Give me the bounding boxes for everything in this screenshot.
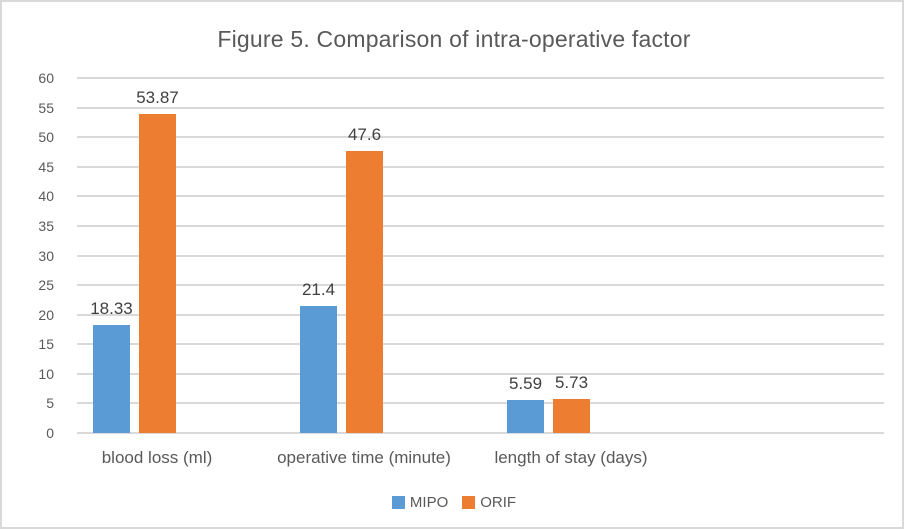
gridline — [77, 166, 884, 168]
gridline — [77, 343, 884, 345]
gridline — [77, 195, 884, 197]
chart-title: Figure 5. Comparison of intra-operative … — [217, 26, 691, 52]
gridline — [77, 136, 884, 138]
y-axis-tick-label: 45 — [38, 159, 54, 175]
legend-label-mipo: MIPO — [409, 494, 449, 511]
y-axis-tick-label: 30 — [38, 248, 54, 264]
data-label-mipo-3: 5.59 — [508, 374, 543, 393]
y-axis-tick-label: 35 — [38, 218, 54, 234]
gridline — [77, 314, 884, 316]
gridline — [77, 432, 884, 434]
legend-label-orif: ORIF — [480, 494, 517, 511]
mipo-swatch-icon — [391, 496, 405, 509]
bar-orif-2 — [346, 151, 383, 433]
category-label-1: blood loss (ml) — [101, 448, 213, 467]
legend: MIPO ORIF — [2, 494, 904, 511]
y-axis-tick-label: 60 — [38, 70, 54, 86]
data-label-mipo-1: 18.33 — [90, 299, 133, 318]
gridline — [77, 255, 884, 257]
data-label-mipo-2: 21.4 — [301, 280, 336, 299]
data-label-orif-2: 47.6 — [347, 125, 382, 144]
gridline — [77, 225, 884, 227]
legend-item-mipo: MIPO — [391, 494, 449, 511]
data-label-orif-1: 53.87 — [136, 88, 179, 107]
orif-swatch-icon — [462, 496, 476, 509]
legend-item-orif: ORIF — [462, 494, 516, 511]
y-axis-tick-label: 20 — [38, 307, 54, 323]
y-axis-tick-label: 25 — [38, 277, 54, 293]
y-axis-tick-label: 5 — [46, 395, 54, 411]
y-axis-tick-label: 15 — [38, 336, 54, 352]
gridline — [77, 77, 884, 79]
bar-mipo-2 — [300, 306, 337, 433]
data-label-orif-3: 5.73 — [554, 373, 589, 392]
gridline — [77, 373, 884, 375]
y-axis-tick-label: 10 — [38, 366, 54, 382]
y-axis-tick-label: 50 — [38, 129, 54, 145]
bar-orif-1 — [139, 114, 176, 433]
gridline — [77, 284, 884, 286]
bar-orif-3 — [553, 399, 590, 433]
gridline — [77, 402, 884, 404]
bar-mipo-3 — [507, 400, 544, 433]
y-axis-tick-label: 0 — [46, 425, 54, 441]
y-axis-tick-label: 40 — [38, 188, 54, 204]
bar-mipo-1 — [93, 325, 130, 433]
gridline — [77, 107, 884, 109]
category-label-2: operative time (minute) — [277, 448, 451, 467]
y-axis-tick-label: 55 — [38, 100, 54, 116]
category-label-3: length of stay (days) — [494, 448, 648, 467]
